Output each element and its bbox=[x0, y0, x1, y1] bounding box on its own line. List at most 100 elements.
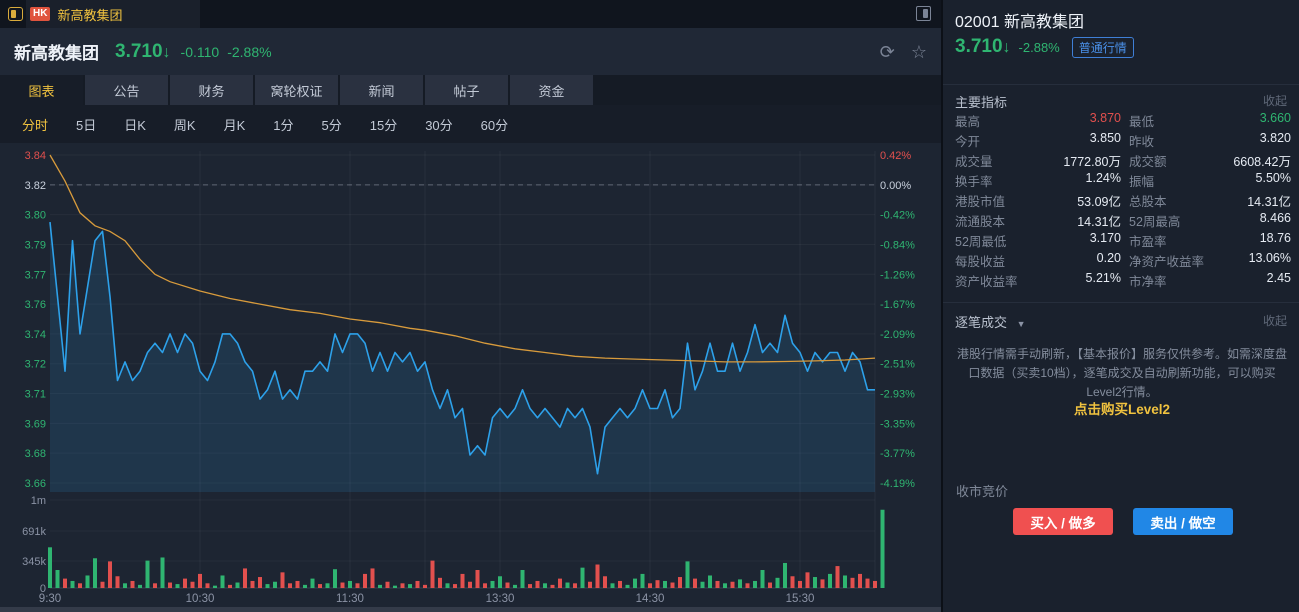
indicator-value: 5.21% bbox=[1085, 270, 1121, 285]
tab-新闻[interactable]: 新闻 bbox=[340, 75, 423, 105]
tab-帖子[interactable]: 帖子 bbox=[425, 75, 508, 105]
svg-text:3.69: 3.69 bbox=[25, 418, 46, 430]
indicator-label: 52周最高 bbox=[1129, 214, 1181, 229]
svg-text:3.84: 3.84 bbox=[25, 150, 46, 162]
tab-窝轮权证[interactable]: 窝轮权证 bbox=[255, 75, 338, 105]
indicator-row: 资产收益率 5.21% 市净率 2.45 bbox=[955, 270, 1291, 290]
indicator-label: 昨收 bbox=[1129, 134, 1155, 149]
indicator-value: 8.466 bbox=[1259, 210, 1291, 225]
down-arrow-icon: ↓ bbox=[1002, 39, 1011, 56]
intraday-chart[interactable]: 3.84 3.82 3.80 3.79 3.77 3.76 3.74 3.72 3.71 3.69… bbox=[0, 143, 941, 607]
indicator-value: 18.76 bbox=[1259, 230, 1291, 245]
layout-right-panel-icon[interactable] bbox=[916, 6, 931, 21]
svg-text:691k: 691k bbox=[22, 526, 46, 538]
indicator-value: 14.31亿 bbox=[1247, 194, 1291, 209]
closing-auction-label: 收市竞价 bbox=[956, 484, 1009, 499]
tab-财务[interactable]: 财务 bbox=[170, 75, 253, 105]
svg-text:0.42%: 0.42% bbox=[880, 150, 911, 162]
svg-text:3.74: 3.74 bbox=[25, 329, 46, 341]
indicator-label: 市盈率 bbox=[1129, 234, 1167, 249]
quote-sidebar: 02001 新高教集团 3.710↓ -2.88% 普通行情 主要指标 收起 最… bbox=[941, 0, 1299, 612]
svg-text:-0.84%: -0.84% bbox=[880, 239, 915, 251]
sidebar-stock-code-title: 02001 新高教集团 bbox=[955, 14, 1084, 31]
quote-level-badge[interactable]: 普通行情 bbox=[1071, 36, 1134, 58]
price-change-percent: -2.88% bbox=[227, 43, 272, 60]
last-price: 3.710↓ bbox=[115, 40, 171, 62]
indicator-value: 0.20 bbox=[1096, 250, 1121, 265]
average-price-line bbox=[49, 154, 876, 363]
period-tab-30分[interactable]: 30分 bbox=[425, 117, 453, 133]
indicator-value: 6608.42万 bbox=[1233, 154, 1291, 169]
chevron-down-icon: ▼ bbox=[1016, 319, 1026, 329]
tab-图表[interactable]: 图表 bbox=[0, 75, 83, 105]
refresh-icon[interactable]: ⟳ bbox=[879, 41, 895, 62]
indicator-row: 最高 3.870 最低 3.660 bbox=[955, 110, 1291, 130]
indicator-label: 最低 bbox=[1129, 114, 1155, 129]
svg-text:3.80: 3.80 bbox=[25, 210, 46, 222]
indicator-row: 港股市值 53.09亿 总股本 14.31亿 bbox=[955, 190, 1291, 210]
indicator-value: 53.09亿 bbox=[1077, 194, 1121, 209]
svg-text:3.68: 3.68 bbox=[25, 448, 46, 460]
indicator-label: 换手率 bbox=[955, 174, 993, 189]
indicator-row: 流通股本 14.31亿 52周最高 8.466 bbox=[955, 210, 1291, 230]
svg-text:3.72: 3.72 bbox=[25, 359, 46, 371]
indicators-collapse-link[interactable]: 收起 bbox=[1262, 94, 1287, 108]
svg-text:-4.19%: -4.19% bbox=[880, 478, 915, 490]
svg-text:15:30: 15:30 bbox=[786, 593, 815, 605]
svg-text:345k: 345k bbox=[22, 556, 46, 568]
period-tab-周K[interactable]: 周K bbox=[173, 117, 196, 133]
ticks-section-header: 逐笔成交 ▼ 收起 bbox=[955, 312, 1287, 330]
chart-axes: 3.84 3.82 3.80 3.79 3.77 3.76 3.74 3.72 3.71 3.69… bbox=[22, 150, 915, 605]
period-tab-60分[interactable]: 60分 bbox=[480, 117, 509, 133]
tab-公告[interactable]: 公告 bbox=[85, 75, 168, 105]
period-tab-15分[interactable]: 15分 bbox=[369, 117, 398, 133]
ticks-title[interactable]: 逐笔成交 ▼ bbox=[955, 315, 1026, 330]
period-tab-5日[interactable]: 5日 bbox=[76, 117, 97, 133]
indicator-value: 3.820 bbox=[1259, 130, 1291, 145]
buy-level2-link[interactable]: 点击购买Level2 bbox=[1073, 402, 1171, 417]
favorite-star-icon[interactable]: ☆ bbox=[910, 41, 927, 62]
indicator-value: 5.50% bbox=[1255, 170, 1291, 185]
indicator-label: 每股收益 bbox=[955, 254, 1006, 269]
indicator-label: 52周最低 bbox=[955, 234, 1007, 249]
period-tab-1分[interactable]: 1分 bbox=[273, 117, 294, 133]
stock-document-tab[interactable]: HK 新高教集团 bbox=[26, 0, 200, 28]
svg-text:-3.35%: -3.35% bbox=[880, 418, 915, 430]
period-tab-5分[interactable]: 5分 bbox=[321, 117, 342, 133]
horizontal-scrollbar[interactable] bbox=[0, 607, 941, 612]
sell-short-button[interactable]: 卖出 / 做空 bbox=[1133, 508, 1233, 535]
indicator-label: 净资产收益率 bbox=[1129, 254, 1205, 269]
period-tab-分时[interactable]: 分时 bbox=[22, 117, 49, 133]
indicator-value: 2.45 bbox=[1266, 270, 1291, 285]
svg-text:-1.67%: -1.67% bbox=[880, 299, 915, 311]
svg-text:0: 0 bbox=[40, 583, 46, 595]
svg-text:3.82: 3.82 bbox=[25, 180, 46, 192]
period-tab-月K[interactable]: 月K bbox=[223, 117, 246, 133]
svg-text:3.76: 3.76 bbox=[25, 299, 46, 311]
indicator-row: 换手率 1.24% 振幅 5.50% bbox=[955, 170, 1291, 190]
svg-text:3.71: 3.71 bbox=[25, 389, 46, 401]
indicator-value: 3.170 bbox=[1089, 230, 1121, 245]
svg-text:10:30: 10:30 bbox=[186, 593, 215, 605]
indicator-value: 13.06% bbox=[1248, 250, 1291, 265]
ticks-collapse-link[interactable]: 收起 bbox=[1262, 314, 1287, 328]
indicator-row: 成交量 1772.80万 成交额 6608.42万 bbox=[955, 150, 1291, 170]
tab-资金[interactable]: 资金 bbox=[510, 75, 593, 105]
divider bbox=[943, 302, 1299, 303]
indicator-value: 1772.80万 bbox=[1063, 154, 1121, 169]
period-tab-日K[interactable]: 日K bbox=[124, 117, 146, 133]
indicator-label: 成交量 bbox=[955, 154, 993, 169]
svg-text:3.77: 3.77 bbox=[25, 269, 46, 281]
sidebar-last-price: 3.710↓ bbox=[955, 36, 1011, 57]
level2-notice-text: 港股行情需手动刷新，【基本报价】服务仅供参考。如需深度盘口数据（买卖10档），逐… bbox=[956, 347, 1287, 399]
layout-left-panel-icon[interactable] bbox=[8, 7, 23, 21]
chart-period-tabs: 分时 5日 日K 周K 月K 1分 5分 15分 30分 60分 bbox=[0, 105, 941, 143]
svg-text:-2.09%: -2.09% bbox=[880, 329, 915, 341]
indicator-row: 今开 3.850 昨收 3.820 bbox=[955, 130, 1291, 150]
indicator-value: 14.31亿 bbox=[1077, 214, 1121, 229]
indicator-value: 3.870 bbox=[1089, 110, 1121, 125]
intraday-chart-svg: 3.84 3.82 3.80 3.79 3.77 3.76 3.74 3.72 3.71 3.69… bbox=[22, 150, 915, 605]
buy-long-button[interactable]: 买入 / 做多 bbox=[1013, 508, 1113, 535]
price-area-fill bbox=[50, 222, 875, 492]
